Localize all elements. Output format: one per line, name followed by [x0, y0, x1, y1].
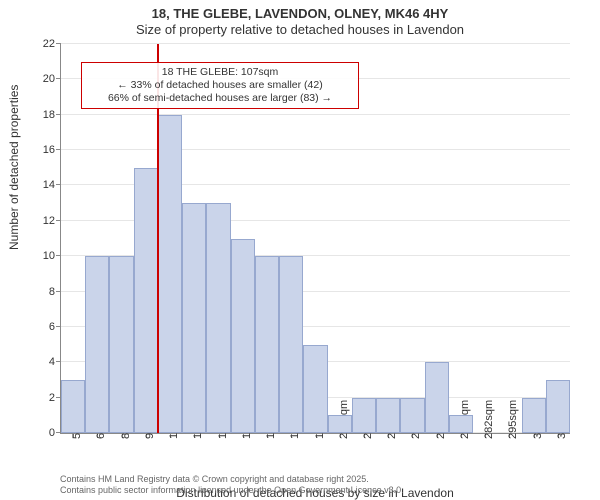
histogram-bar [328, 415, 352, 433]
x-tick-label: 295sqm [507, 400, 519, 439]
histogram-bar [231, 239, 255, 434]
histogram-bar [182, 203, 206, 433]
histogram-bar [376, 398, 400, 433]
chart-container: 18, THE GLEBE, LAVENDON, OLNEY, MK46 4HY… [0, 0, 600, 500]
x-tick-label: 282sqm [483, 400, 495, 439]
plot-area: 18 THE GLEBE: 107sqm ← 33% of detached h… [60, 44, 570, 434]
gridline [61, 114, 570, 115]
title-block: 18, THE GLEBE, LAVENDON, OLNEY, MK46 4HY… [0, 0, 600, 37]
histogram-bar [279, 256, 303, 433]
histogram-bar [109, 256, 133, 433]
histogram-bar [255, 256, 279, 433]
y-tick-label: 18 [43, 109, 61, 121]
annotation-box: 18 THE GLEBE: 107sqm ← 33% of detached h… [81, 62, 359, 109]
histogram-bar [61, 380, 85, 433]
y-tick-label: 22 [43, 38, 61, 50]
histogram-bar [546, 380, 570, 433]
y-tick-label: 16 [43, 144, 61, 156]
histogram-bar [85, 256, 109, 433]
y-axis-label: Number of detached properties [7, 85, 21, 250]
footer-line1: Contains HM Land Registry data © Crown c… [60, 474, 404, 485]
histogram-bar [158, 115, 182, 433]
histogram-bar [449, 415, 473, 433]
y-tick-label: 12 [43, 215, 61, 227]
histogram-bar [522, 398, 546, 433]
gridline [61, 149, 570, 150]
plot-wrap: 18 THE GLEBE: 107sqm ← 33% of detached h… [60, 44, 570, 434]
title-address: 18, THE GLEBE, LAVENDON, OLNEY, MK46 4HY [0, 6, 600, 22]
annotation-line3: 66% of semi-detached houses are larger (… [88, 92, 352, 105]
histogram-bar [206, 203, 230, 433]
y-tick-label: 0 [49, 427, 61, 439]
histogram-bar [303, 345, 327, 433]
y-tick-label: 14 [43, 179, 61, 191]
histogram-bar [134, 168, 158, 433]
footer: Contains HM Land Registry data © Crown c… [60, 474, 404, 496]
y-tick-label: 2 [49, 392, 61, 404]
histogram-bar [425, 362, 449, 433]
footer-line2: Contains public sector information licen… [60, 485, 404, 496]
histogram-bar [352, 398, 376, 433]
annotation-line2: ← 33% of detached houses are smaller (42… [88, 79, 352, 92]
gridline [61, 43, 570, 44]
y-tick-label: 4 [49, 356, 61, 368]
y-tick-label: 20 [43, 73, 61, 85]
annotation-line1: 18 THE GLEBE: 107sqm [88, 66, 352, 79]
title-subtitle: Size of property relative to detached ho… [0, 22, 600, 38]
y-tick-label: 10 [43, 250, 61, 262]
y-tick-label: 8 [49, 286, 61, 298]
histogram-bar [400, 398, 424, 433]
y-tick-label: 6 [49, 321, 61, 333]
